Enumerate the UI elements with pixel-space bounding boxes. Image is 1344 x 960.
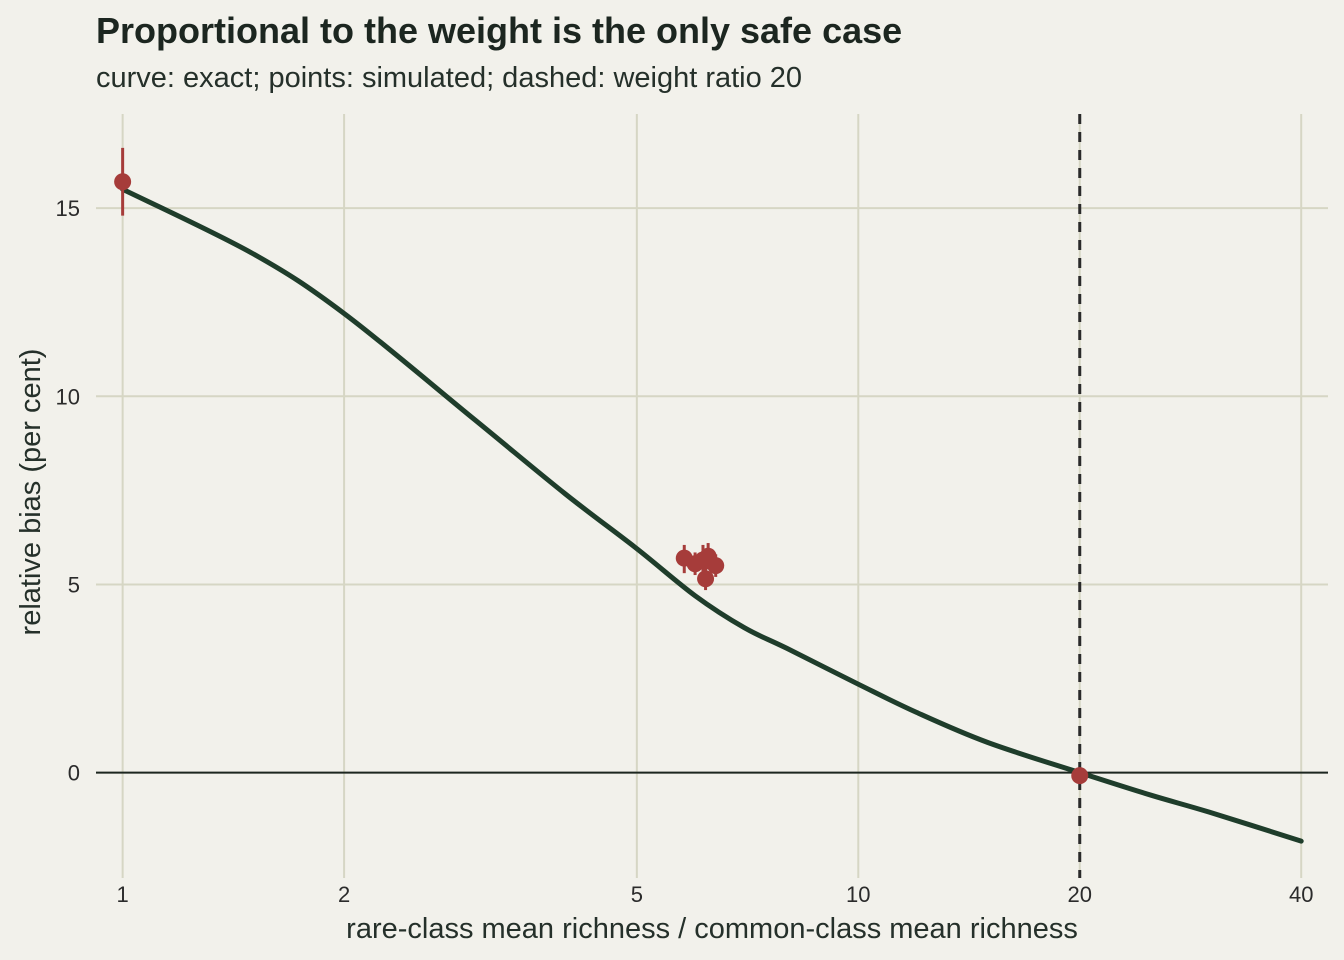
- x-tick-label: 10: [846, 882, 870, 907]
- y-tick-label: 5: [68, 572, 80, 597]
- y-tick-label: 10: [56, 384, 80, 409]
- y-tick-label: 15: [56, 196, 80, 221]
- simulated-points-layer: [114, 147, 1089, 785]
- x-tick-label: 40: [1289, 882, 1313, 907]
- x-tick-label: 5: [631, 882, 643, 907]
- exact-curve-layer: [120, 186, 1304, 844]
- x-tick-label: 1: [117, 882, 129, 907]
- reference-lines: [96, 114, 1328, 878]
- simulated-point: [1071, 767, 1089, 785]
- x-tick-label: 20: [1068, 882, 1092, 907]
- gridlines: [96, 114, 1328, 878]
- simulated-point: [707, 557, 725, 575]
- chart-title: Proportional to the weight is the only s…: [96, 10, 903, 51]
- chart-subtitle: curve: exact; points: simulated; dashed:…: [96, 62, 803, 94]
- simulated-point: [114, 173, 132, 191]
- y-axis-label: relative bias (per cent): [15, 349, 47, 636]
- tick-labels: 1 2 5 10 20 40 0 5 10 15: [56, 196, 1314, 907]
- simulated-point: [697, 570, 715, 588]
- exact-curve: [120, 186, 1304, 844]
- x-axis-label: rare-class mean richness / common-class …: [346, 913, 1078, 945]
- x-tick-label: 2: [338, 882, 350, 907]
- y-tick-label: 0: [68, 761, 80, 786]
